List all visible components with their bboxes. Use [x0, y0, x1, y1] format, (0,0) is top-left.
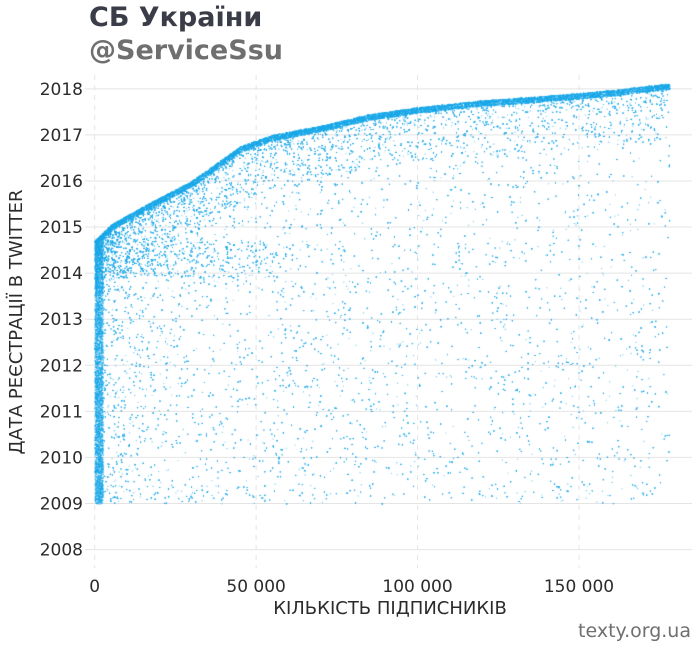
y-tick-label: 2016 [40, 172, 83, 192]
x-tick-label: 50 000 [226, 577, 285, 597]
y-tick-label: 2013 [40, 310, 83, 330]
y-tick-label: 2010 [40, 448, 83, 468]
y-axis-ticks: 2008 2009 2010 2011 2012 2013 2014 2015 2016 2017… [40, 80, 83, 561]
y-tick-label: 2017 [40, 126, 83, 146]
y-axis-label: ДАТА РЕЄСТРАЦІЇ В TWITTER [6, 190, 27, 455]
x-tick-label: 150 000 [544, 577, 614, 597]
source-credit: texty.org.ua [578, 620, 691, 642]
y-tick-label: 2012 [40, 356, 83, 376]
y-tick-label: 2011 [40, 402, 83, 422]
y-tick-label: 2015 [40, 218, 83, 238]
grid-lines [85, 75, 692, 568]
y-tick-label: 2014 [40, 264, 83, 284]
y-tick-label: 2008 [40, 541, 83, 561]
x-tick-label: 0 [89, 577, 100, 597]
x-axis-ticks: 0 50 000 100 000 150 000 [89, 577, 614, 597]
x-tick-label: 100 000 [382, 577, 452, 597]
y-tick-label: 2018 [40, 80, 83, 100]
y-tick-label: 2009 [40, 494, 83, 514]
x-axis-label: КІЛЬКІСТЬ ПІДПИСНИКІВ [273, 598, 507, 619]
